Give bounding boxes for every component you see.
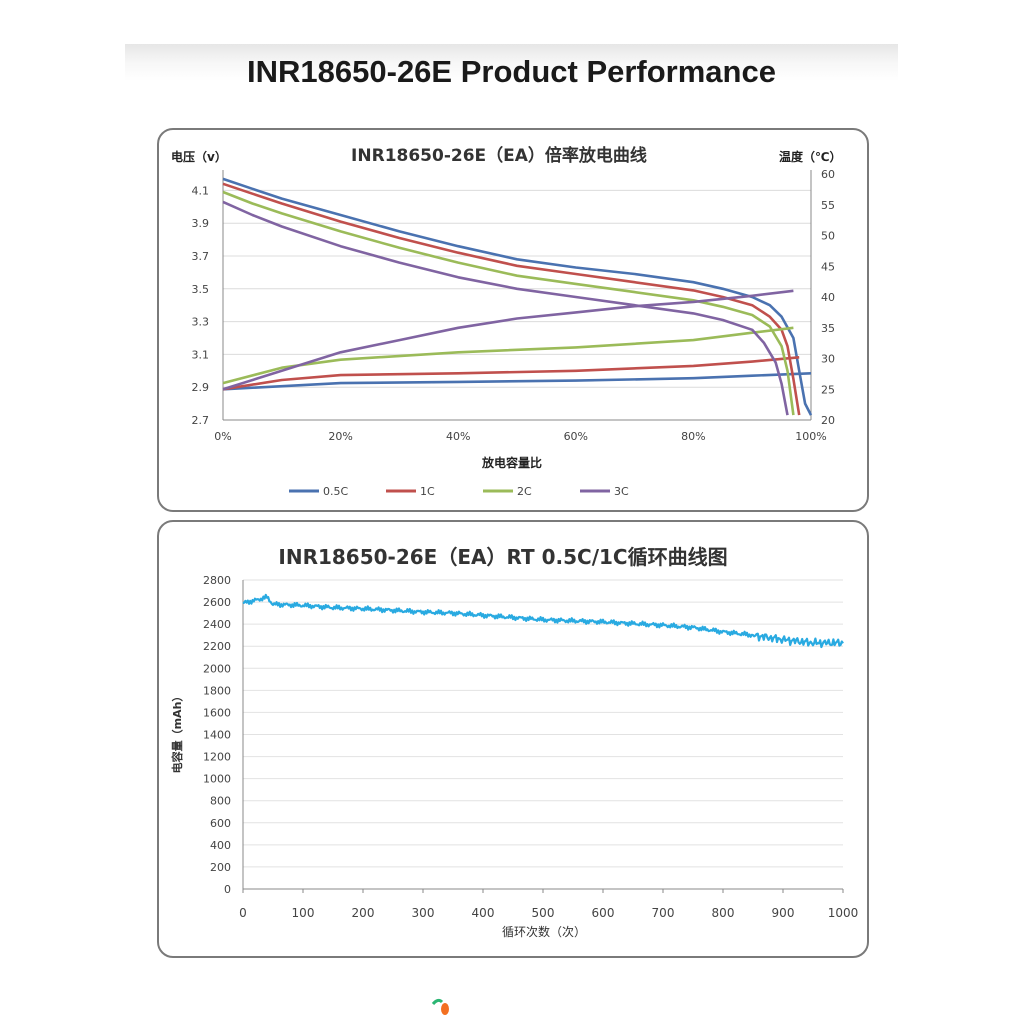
capacity-cycle-line (242, 593, 844, 649)
chart1-y2-tick-label: 40 (821, 291, 835, 304)
chart1-title: INR18650-26E（EA）倍率放电曲线 (351, 145, 647, 166)
series-2C-temperature-line (222, 326, 794, 385)
chart2-y-tick-label: 200 (210, 861, 231, 874)
series-3C-voltage-line (222, 200, 789, 416)
chart2-y-tick-label: 2800 (203, 574, 231, 587)
series-1C-voltage-line (222, 182, 801, 416)
leaf-logo-icon (431, 998, 449, 1015)
chart1-x-tick-label: 100% (795, 430, 826, 443)
chart2-x-tick-label: 500 (532, 906, 555, 920)
chart2-title: INR18650-26E（EA）RT 0.5C/1C循环曲线图 (278, 545, 727, 569)
chart1-y-tick-label: 3.9 (192, 217, 210, 230)
chart1-y-tick-label: 2.7 (192, 414, 210, 427)
legend-label-1C: 1C (420, 485, 435, 498)
chart2-x-tick-label: 600 (592, 906, 615, 920)
chart2-y-tick-label: 1600 (203, 706, 231, 719)
chart1-y-tick-label: 3.3 (192, 316, 210, 329)
chart2-x-tick-label: 1000 (828, 906, 859, 920)
chart2-y-tick-label: 1000 (203, 773, 231, 786)
chart2-x-tick-label: 200 (352, 906, 375, 920)
chart1-y2-tick-label: 25 (821, 383, 835, 396)
page-title: INR18650-26E Product Performance (247, 54, 776, 89)
chart1-y2-tick-label: 55 (821, 199, 835, 212)
chart1-y2-tick-label: 45 (821, 260, 835, 273)
chart2-y-tick-label: 2000 (203, 662, 231, 675)
chart2-y-tick-label: 2400 (203, 618, 231, 631)
chart2-x-tick-label: 100 (292, 906, 315, 920)
legend-label-3C: 3C (614, 485, 629, 498)
chart1-y-label: 电压（v） (171, 149, 227, 164)
chart2-y-tick-label: 400 (210, 839, 231, 852)
chart1-y-tick-label: 3.5 (192, 283, 210, 296)
series-2C-voltage-line (222, 190, 795, 416)
chart1-y-tick-label: 2.9 (192, 381, 210, 394)
chart2-y-label: 电容量（mAh） (170, 691, 184, 774)
chart1-x-tick-label: 60% (564, 430, 588, 443)
legend-label-0.5C: 0.5C (323, 485, 348, 498)
chart2-x-label: 循环次数（次） (502, 924, 586, 939)
chart1-x-tick-label: 80% (681, 430, 705, 443)
chart1-y2-tick-label: 60 (821, 168, 835, 181)
chart2-x-tick-label: 400 (472, 906, 495, 920)
chart2-y-tick-label: 600 (210, 817, 231, 830)
chart1-y-tick-label: 3.7 (192, 250, 210, 263)
chart2-y-tick-label: 1200 (203, 751, 231, 764)
chart1-x-tick-label: 40% (446, 430, 470, 443)
chart2-y-tick-label: 0 (224, 883, 231, 896)
chart1-legend: 0.5C 1C 2C 3C (289, 485, 629, 498)
chart2-x-tick-label: 800 (712, 906, 735, 920)
chart2-y-tick-label: 1400 (203, 729, 231, 742)
rate-discharge-chart: 2.7 2.9 3.1 3.3 3.5 3.7 3.9 4.1 20 25 30 35 40 45 50 55… (171, 145, 842, 498)
cycle-life-chart-panel: 0 200 400 600 800 1000 1200 1400 1600 1800 2000 220… (157, 520, 869, 958)
chart1-x-label: 放电容量比 (481, 455, 542, 470)
chart1-y2-label: 温度（℃） (779, 149, 842, 164)
chart1-y2-tick-label: 20 (821, 414, 835, 427)
series-3C-temperature-line (222, 289, 794, 391)
chart2-x-tick-label: 900 (772, 906, 795, 920)
chart2-y-tick-label: 2600 (203, 596, 231, 609)
chart1-y2-tick-label: 30 (821, 353, 835, 366)
chart2-y-tick-label: 2200 (203, 640, 231, 653)
cycle-life-chart: 0200400600800100012001400160018002000220… (170, 545, 859, 939)
chart1-y-tick-label: 4.1 (192, 184, 210, 197)
legend-label-2C: 2C (517, 485, 532, 498)
chart2-x-tick-label: 300 (412, 906, 435, 920)
chart2-y-tick-label: 1800 (203, 684, 231, 697)
series-0.5C-temperature-line (222, 372, 812, 391)
chart1-x-tick-label: 20% (328, 430, 352, 443)
chart2-x-tick-label: 0 (239, 906, 247, 920)
rate-discharge-chart-panel: 2.7 2.9 3.1 3.3 3.5 3.7 3.9 4.1 20 25 30 35 40 45 50 55… (157, 128, 869, 512)
series-0.5C-voltage-line (222, 177, 813, 416)
chart1-y-tick-label: 3.1 (192, 348, 210, 361)
series-1C-temperature-line (222, 356, 800, 391)
chart1-y2-tick-label: 50 (821, 230, 835, 243)
chart2-y-tick-label: 800 (210, 795, 231, 808)
title-banner (125, 44, 898, 106)
chart2-x-tick-label: 700 (652, 906, 675, 920)
chart1-y2-tick-label: 35 (821, 322, 835, 335)
chart1-x-tick-label: 0% (214, 430, 231, 443)
